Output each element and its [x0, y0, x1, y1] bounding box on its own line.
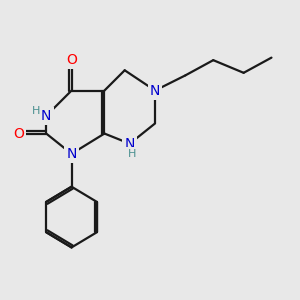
Text: N: N	[150, 83, 160, 98]
Text: N: N	[66, 147, 77, 161]
Text: H: H	[128, 149, 136, 159]
Text: N: N	[41, 109, 51, 123]
Text: O: O	[13, 127, 24, 141]
Text: O: O	[66, 53, 77, 67]
Text: H: H	[32, 106, 40, 116]
Text: N: N	[124, 137, 135, 151]
